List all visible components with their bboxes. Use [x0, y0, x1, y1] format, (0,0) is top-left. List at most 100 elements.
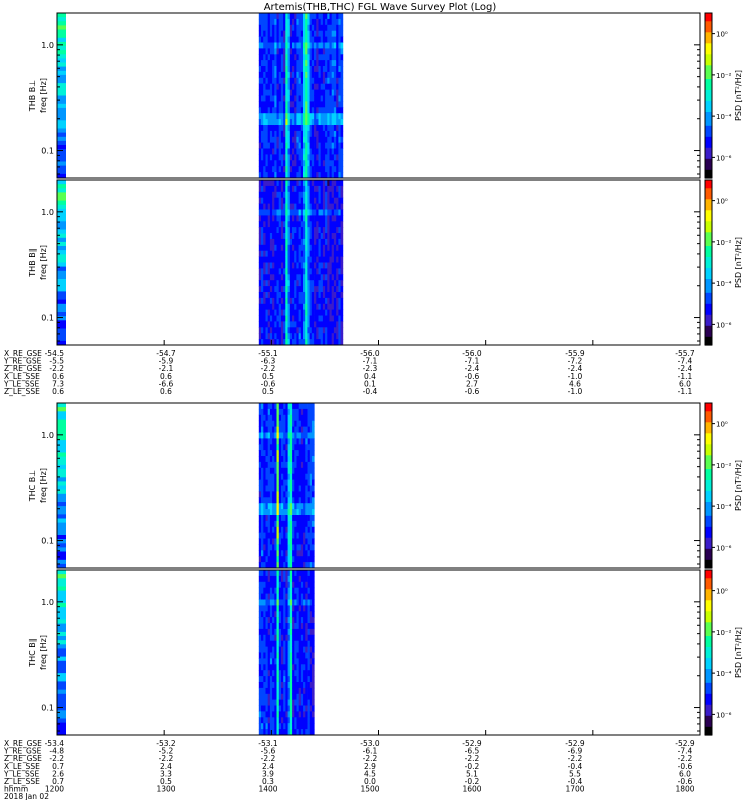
- spectrogram-cell: [338, 95, 342, 102]
- spectrogram-cell: [280, 191, 284, 199]
- spectrogram-cell: [298, 180, 302, 187]
- spectrogram-cell: [269, 125, 273, 132]
- spectrogram-cell: [269, 687, 273, 695]
- spectrogram-cell: [296, 54, 300, 61]
- spectrogram-cell: [261, 262, 264, 269]
- spectrogram-cell: [287, 172, 291, 179]
- spectrogram-cell: [289, 634, 293, 642]
- spectrogram-cell: [276, 274, 280, 281]
- spectrogram-cell: [57, 489, 66, 495]
- spectrogram-cell: [331, 297, 335, 305]
- spectrogram-cell: [338, 221, 342, 228]
- spectrogram-cell: [333, 66, 337, 73]
- spectrogram-cell: [305, 83, 308, 90]
- spectrogram-cell: [327, 42, 330, 49]
- spectrogram-cell: [329, 172, 333, 179]
- colorbar-segment: [705, 331, 712, 335]
- spectrogram-cell: [314, 303, 317, 311]
- spectrogram-cell: [274, 13, 277, 20]
- spectrogram-cell: [314, 13, 317, 20]
- colorbar-segment: [705, 284, 712, 288]
- spectrogram-cell: [303, 185, 306, 193]
- y-tick-label: 0.1: [41, 704, 54, 713]
- spectrogram-cell: [305, 473, 308, 480]
- ephemeris-value: -2.2: [49, 364, 64, 373]
- spectrogram-cell: [303, 503, 306, 510]
- spectrogram-cell: [258, 250, 262, 257]
- spectrogram-cell: [267, 723, 271, 730]
- spectrogram-cell: [294, 670, 297, 677]
- spectrogram-cell: [327, 13, 330, 20]
- spectrogram-cell: [285, 315, 288, 322]
- spectrogram-cell: [267, 113, 271, 120]
- spectrogram-cell: [300, 526, 304, 534]
- ephemeris-value: 5.5: [569, 769, 581, 778]
- spectrogram-cell: [333, 83, 337, 90]
- spectrogram-cell: [289, 172, 293, 179]
- spectrogram-cell: [316, 66, 319, 73]
- colorbar-segment: [705, 328, 712, 332]
- spectrogram-cell: [340, 24, 344, 32]
- spectrogram-cell: [287, 634, 291, 642]
- spectrogram-cell: [325, 180, 328, 187]
- colorbar-segment: [705, 292, 712, 297]
- spectrogram-cell: [272, 729, 275, 736]
- colorbar-tick-label: 10⁰: [716, 588, 728, 596]
- spectrogram-cell: [329, 250, 333, 257]
- spectrogram-cell: [276, 292, 280, 299]
- spectrogram-cell: [263, 107, 266, 114]
- spectrogram-cell: [294, 333, 297, 340]
- spectrogram-cell: [331, 227, 335, 234]
- spectrogram-cell: [333, 13, 337, 20]
- spectrogram-cell: [280, 339, 284, 346]
- ephemeris-value: 2.9: [364, 762, 376, 771]
- spectrogram-cell: [307, 209, 311, 216]
- spectrogram-cell: [336, 333, 339, 340]
- y-tick-label: 1.0: [41, 208, 54, 217]
- spectrogram-cell: [265, 119, 269, 126]
- spectrogram-cell: [316, 185, 319, 193]
- spectrogram-cell: [289, 664, 293, 671]
- spectrogram-cell: [269, 136, 273, 144]
- spectrogram-cell: [294, 209, 297, 216]
- spectrogram-cell: [336, 36, 339, 43]
- ephemeris-value: -2.2: [363, 754, 378, 763]
- spectrogram-cell: [278, 280, 282, 287]
- spectrogram-cell: [287, 717, 291, 724]
- spectrogram-cell: [276, 652, 280, 659]
- spectrogram-cell: [329, 286, 333, 293]
- spectrogram-cell: [309, 233, 313, 240]
- colorbar-segment: [705, 259, 712, 264]
- spectrogram-cell: [272, 60, 275, 67]
- spectrogram-cell: [309, 166, 313, 173]
- spectrogram-cell: [300, 617, 304, 624]
- spectrogram-cell: [300, 125, 304, 132]
- spectrogram-cell: [298, 262, 302, 269]
- spectrogram-cell: [311, 119, 315, 126]
- spectrogram-cell: [276, 160, 280, 167]
- spectrogram-cell: [307, 676, 311, 683]
- spectrogram-cell: [276, 581, 280, 589]
- spectrogram-cell: [283, 160, 286, 167]
- spectrogram-cell: [294, 42, 297, 49]
- spectrogram-cell: [274, 148, 277, 155]
- spectrogram-cell: [285, 562, 289, 569]
- spectrogram-cell: [331, 191, 335, 199]
- spectrogram-cell: [276, 664, 280, 671]
- colorbar-segment: [705, 21, 712, 25]
- spectrogram-cell: [276, 262, 280, 269]
- spectrogram-cell: [298, 292, 302, 299]
- spectrogram-cell: [261, 723, 264, 730]
- spectrogram-cell: [320, 42, 324, 49]
- spectrogram-cell: [318, 60, 322, 67]
- spectrogram-cell: [338, 166, 342, 173]
- spectrogram-cell: [289, 426, 293, 433]
- spectrogram-cell: [278, 321, 282, 328]
- spectrogram-cell: [283, 611, 286, 618]
- colorbar-segment: [705, 546, 712, 550]
- spectrogram-cell: [303, 479, 306, 486]
- spectrogram-cell: [258, 658, 262, 665]
- spectrogram-cell: [336, 60, 339, 67]
- spectrogram-cell: [318, 250, 322, 257]
